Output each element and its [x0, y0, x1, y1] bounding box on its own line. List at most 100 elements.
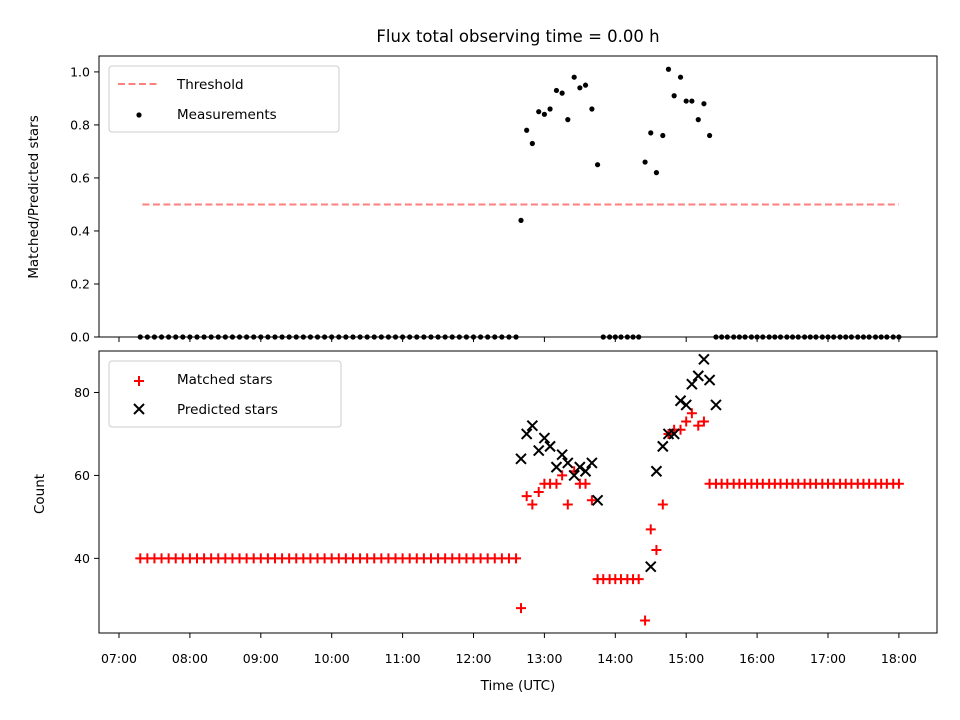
predicted-star-point [710, 399, 722, 411]
x-tick-label: 17:00 [810, 651, 846, 666]
bottom-legend-box [108, 360, 342, 428]
top-axes-frame [98, 55, 938, 338]
matched-star-point [633, 574, 644, 585]
matched-star-point [511, 553, 522, 564]
matched-star-point [657, 499, 668, 510]
predicted-star-point [686, 378, 698, 390]
measurement-point [701, 101, 707, 107]
matched-star-point [693, 420, 704, 431]
measurement-point [577, 85, 583, 91]
bottom-legend: Matched stars Predicted stars [108, 360, 342, 428]
predicted-star-point [591, 494, 604, 507]
predicted-star-point [657, 440, 669, 453]
measurement-point [695, 117, 701, 123]
measurement-point [518, 217, 524, 223]
predicted-star-point [568, 469, 580, 482]
legend-measurements-label: Measurements [177, 107, 277, 123]
predicted-star-point [520, 428, 533, 440]
measurement-point [524, 127, 530, 133]
matched-star-point [557, 470, 568, 481]
top-y-tick-label: 0.2 [70, 276, 90, 291]
predicted-star-point [544, 440, 556, 453]
measurement-point [677, 74, 684, 80]
predicted-star-point [515, 453, 527, 465]
predicted-star-point [650, 465, 663, 477]
matched-star-point [527, 499, 538, 510]
measurement-point [541, 111, 548, 117]
measurement-point [565, 117, 571, 123]
matched-star-point [551, 478, 562, 489]
top-y-tick-label: 0.6 [70, 170, 90, 185]
predicted-star-point [579, 465, 592, 477]
matched-star-point [698, 416, 709, 427]
measurement-point [553, 87, 560, 94]
top-y-tick-label: 1.0 [70, 64, 90, 79]
matched-star-point [893, 478, 904, 489]
measurement-point [660, 132, 666, 139]
predicted-star-point [574, 461, 586, 473]
predicted-star-point [668, 428, 680, 440]
predicted-star-point [674, 395, 687, 407]
legend-measurements-swatch [136, 112, 142, 118]
measurement-point [642, 159, 648, 165]
measurement-point [648, 130, 654, 136]
top-legend-box [108, 65, 340, 133]
legend-predicted-swatch [133, 403, 145, 415]
measurement-point [653, 170, 660, 176]
measurement-point [589, 106, 595, 112]
legend-threshold-label: Threshold [176, 77, 244, 93]
matched-star-point [533, 487, 544, 497]
matched-star-point [586, 495, 597, 506]
bottom-y-axis-label: Count [32, 474, 48, 514]
matched-star-point [651, 545, 662, 556]
predicted-star-point [698, 353, 710, 366]
top-x-ticks [118, 337, 900, 342]
measurement-point [582, 82, 589, 88]
legend-matched-label: Matched stars [177, 372, 273, 388]
measurement-point [529, 140, 535, 147]
measurement-point [706, 132, 713, 139]
x-tick-label: 09:00 [243, 651, 279, 666]
predicted-star-point [562, 457, 574, 469]
bottom-panel: 40 60 80 07:00 08:00 09:00 10:00 11:00 12:00 13:… [32, 350, 938, 694]
predicted-star-point [586, 457, 598, 469]
predicted-star-point [703, 374, 716, 386]
measurement-point [683, 98, 689, 104]
bottom-axes-frame [98, 350, 938, 634]
x-tick-label: 12:00 [455, 651, 491, 666]
measurement-point [547, 106, 553, 112]
x-tick-label: 14:00 [597, 651, 633, 666]
predicted-star-point [692, 370, 704, 382]
predicted-star-point [538, 432, 551, 444]
measurement-point [536, 109, 542, 115]
chart-title: Flux total observing time = 0.00 h [376, 27, 659, 46]
x-tick-label: 11:00 [385, 651, 421, 666]
legend-predicted-label: Predicted stars [177, 402, 278, 418]
measurement-point [671, 93, 677, 99]
x-tick-label: 10:00 [314, 651, 350, 666]
measurement-point [594, 162, 601, 168]
matched-star-point [640, 615, 651, 626]
legend-matched-swatch [134, 376, 144, 386]
x-tick-label: 07:00 [101, 651, 137, 666]
bottom-y-tick-label: 40 [74, 551, 90, 566]
top-y-tick-label: 0.8 [70, 117, 90, 132]
top-y-tick-label: 0.0 [70, 330, 90, 345]
measurement-point [665, 66, 672, 72]
matched-star-point [645, 524, 656, 535]
top-y-axis-label: Matched/Predicted stars [26, 115, 42, 278]
top-panel: 0.0 0.2 0.4 0.6 0.8 1.0 Matched/Predicted sta… [26, 55, 938, 345]
bottom-y-tick-label: 80 [74, 385, 90, 400]
predicted-star-point [645, 560, 657, 573]
predicted-star-point [533, 444, 545, 457]
top-y-tick-label: 0.4 [70, 223, 90, 238]
x-axis-label: Time (UTC) [480, 678, 556, 694]
x-tick-label: 15:00 [668, 651, 704, 666]
matched-star-point [686, 408, 697, 419]
predicted-star-point [556, 448, 568, 461]
predicted-star-point [680, 399, 692, 411]
predicted-star-point [550, 461, 563, 473]
bottom-y-tick-label: 60 [74, 468, 90, 483]
bottom-plot-marks [135, 353, 904, 626]
